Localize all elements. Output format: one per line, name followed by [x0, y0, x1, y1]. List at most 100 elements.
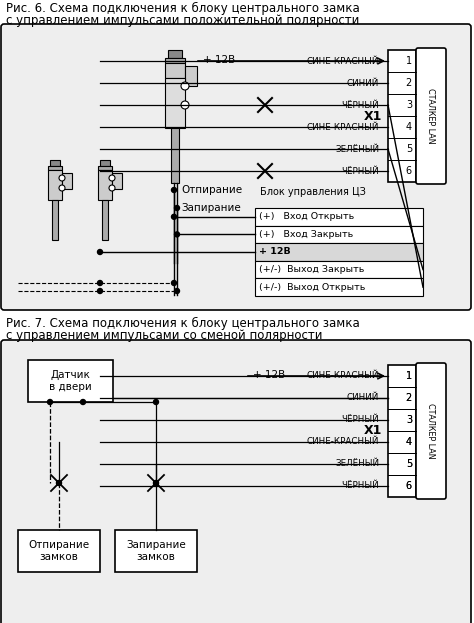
- Text: СИНЕ-КРАСНЫЙ: СИНЕ-КРАСНЫЙ: [307, 57, 379, 65]
- Circle shape: [174, 206, 180, 211]
- Text: 4: 4: [406, 437, 412, 447]
- Text: ЧЁРНЫЙ: ЧЁРНЫЙ: [341, 416, 379, 424]
- FancyBboxPatch shape: [1, 340, 471, 623]
- Bar: [98, 170, 112, 200]
- Circle shape: [154, 480, 158, 485]
- Circle shape: [59, 175, 65, 181]
- Bar: [115, 530, 197, 572]
- Text: 1: 1: [406, 371, 412, 381]
- Text: 2: 2: [406, 393, 412, 403]
- Bar: [388, 50, 416, 182]
- Text: 5: 5: [406, 144, 412, 154]
- Text: 2: 2: [406, 393, 412, 403]
- Text: СИНИЙ: СИНИЙ: [347, 78, 379, 87]
- Text: 2: 2: [406, 78, 412, 88]
- Circle shape: [98, 249, 102, 255]
- Bar: [255, 208, 423, 226]
- Text: 3: 3: [406, 415, 412, 425]
- FancyBboxPatch shape: [416, 48, 446, 184]
- Text: + 12В: + 12В: [259, 247, 291, 257]
- Text: 4: 4: [406, 437, 412, 447]
- Text: ЧЁРНЫЙ: ЧЁРНЫЙ: [341, 166, 379, 176]
- Bar: [255, 226, 423, 243]
- Bar: [100, 160, 110, 166]
- Circle shape: [47, 399, 53, 404]
- Circle shape: [59, 185, 65, 191]
- Text: 1: 1: [406, 56, 412, 66]
- Circle shape: [154, 480, 158, 485]
- Text: Датчик
в двери: Датчик в двери: [49, 370, 92, 392]
- Text: ЗЕЛЁНЫЙ: ЗЕЛЁНЫЙ: [335, 145, 379, 153]
- FancyBboxPatch shape: [416, 363, 446, 499]
- Bar: [102, 200, 108, 240]
- Text: Рис. 6. Схема подключения к блоку центрального замка: Рис. 6. Схема подключения к блоку центра…: [6, 2, 360, 15]
- Bar: [98, 166, 112, 170]
- Bar: [165, 78, 185, 128]
- Text: Запирание: Запирание: [181, 203, 241, 213]
- FancyBboxPatch shape: [1, 24, 471, 310]
- Text: ЧЁРНЫЙ: ЧЁРНЫЙ: [341, 100, 379, 110]
- Bar: [255, 261, 423, 278]
- Text: с управлением импульсами положительной полярности: с управлением импульсами положительной п…: [6, 14, 359, 27]
- Text: 1: 1: [406, 371, 412, 381]
- Bar: [165, 58, 185, 63]
- Text: (+)   Вход Закрыть: (+) Вход Закрыть: [259, 230, 353, 239]
- Circle shape: [81, 399, 85, 404]
- Text: 6: 6: [406, 481, 412, 491]
- Text: + 12В: + 12В: [253, 370, 285, 380]
- Text: (+/-)  Выход Открыть: (+/-) Выход Открыть: [259, 283, 365, 292]
- Text: СИНЕ-КРАСНЫЙ: СИНЕ-КРАСНЫЙ: [307, 123, 379, 131]
- Circle shape: [181, 82, 189, 90]
- Bar: [255, 278, 423, 296]
- Bar: [168, 50, 182, 58]
- Bar: [48, 170, 62, 200]
- Bar: [28, 360, 113, 402]
- Text: 5: 5: [406, 459, 412, 469]
- Text: 5: 5: [406, 459, 412, 469]
- Circle shape: [174, 288, 180, 293]
- Text: Х1: Х1: [364, 424, 382, 437]
- Text: ЗЕЛЁНЫЙ: ЗЕЛЁНЫЙ: [335, 460, 379, 468]
- Bar: [185, 66, 197, 86]
- Text: 3: 3: [406, 415, 412, 425]
- Bar: [48, 166, 62, 170]
- Text: 3: 3: [406, 100, 412, 110]
- Text: + 12В: + 12В: [203, 55, 235, 65]
- Circle shape: [109, 185, 115, 191]
- Circle shape: [109, 175, 115, 181]
- Circle shape: [172, 188, 176, 193]
- Text: СИНИЙ: СИНИЙ: [347, 394, 379, 402]
- Bar: [171, 128, 179, 183]
- Text: Запирание
замков: Запирание замков: [126, 540, 186, 562]
- Text: 4: 4: [406, 122, 412, 132]
- Circle shape: [56, 480, 62, 485]
- Text: (+)   Вход Открыть: (+) Вход Открыть: [259, 212, 354, 221]
- Circle shape: [56, 480, 62, 485]
- Text: 6: 6: [406, 481, 412, 491]
- Circle shape: [98, 288, 102, 293]
- Bar: [165, 63, 185, 78]
- Text: с управлением импульсами со сменой полярности: с управлением импульсами со сменой поляр…: [6, 329, 322, 342]
- Text: Блок управления ЦЗ: Блок управления ЦЗ: [260, 187, 366, 197]
- Circle shape: [174, 232, 180, 237]
- Text: Отпирание: Отпирание: [181, 185, 242, 195]
- Bar: [62, 173, 72, 189]
- Bar: [50, 160, 60, 166]
- Text: СИНЕ-КРАСНЫЙ: СИНЕ-КРАСНЫЙ: [307, 371, 379, 381]
- Text: СИНЕ-КРАСНЫЙ: СИНЕ-КРАСНЫЙ: [307, 437, 379, 447]
- Circle shape: [181, 101, 189, 109]
- Text: Отпирание
замков: Отпирание замков: [28, 540, 90, 562]
- Bar: [18, 530, 100, 572]
- Bar: [388, 365, 416, 497]
- Text: 6: 6: [406, 166, 412, 176]
- Text: ЧЁРНЫЙ: ЧЁРНЫЙ: [341, 482, 379, 490]
- Text: СТАЛКЕР LAN: СТАЛКЕР LAN: [427, 403, 436, 459]
- Text: Рис. 7. Схема подключения к блоку центрального замка: Рис. 7. Схема подключения к блоку центра…: [6, 317, 360, 330]
- Text: (+/-)  Выход Закрыть: (+/-) Выход Закрыть: [259, 265, 365, 274]
- Text: Х1: Х1: [364, 110, 382, 123]
- Circle shape: [98, 280, 102, 285]
- Circle shape: [172, 280, 176, 285]
- Bar: [52, 200, 58, 240]
- Circle shape: [154, 399, 158, 404]
- Circle shape: [172, 214, 176, 219]
